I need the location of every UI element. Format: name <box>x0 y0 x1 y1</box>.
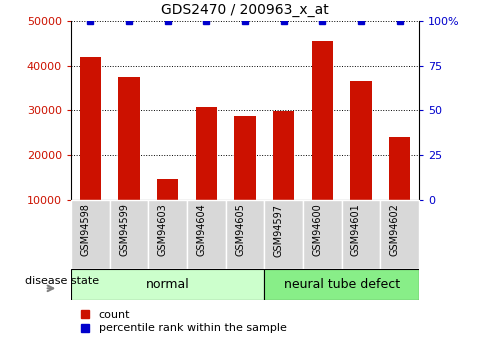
Text: GSM94605: GSM94605 <box>235 204 245 256</box>
Title: GDS2470 / 200963_x_at: GDS2470 / 200963_x_at <box>161 3 329 17</box>
Legend: count, percentile rank within the sample: count, percentile rank within the sample <box>76 306 291 338</box>
Bar <box>71 269 264 300</box>
Text: neural tube defect: neural tube defect <box>284 278 400 291</box>
Bar <box>312 41 333 200</box>
Bar <box>342 200 380 269</box>
Bar <box>157 179 178 200</box>
Text: normal: normal <box>146 278 190 291</box>
Bar <box>350 81 371 200</box>
Text: disease state: disease state <box>25 276 99 286</box>
Bar <box>71 200 110 269</box>
Text: GSM94599: GSM94599 <box>119 204 129 256</box>
Bar <box>226 200 264 269</box>
Bar <box>110 200 148 269</box>
Bar <box>119 77 140 200</box>
Bar <box>187 200 226 269</box>
Text: GSM94603: GSM94603 <box>158 204 168 256</box>
Bar <box>264 200 303 269</box>
Text: GSM94604: GSM94604 <box>196 204 206 256</box>
Bar <box>196 107 217 200</box>
Bar <box>303 200 342 269</box>
Text: GSM94602: GSM94602 <box>390 204 400 256</box>
Bar <box>389 137 410 200</box>
Bar <box>273 111 294 200</box>
Text: GSM94601: GSM94601 <box>351 204 361 256</box>
Bar <box>148 200 187 269</box>
Text: GSM94598: GSM94598 <box>80 204 90 256</box>
Bar <box>80 57 101 200</box>
Text: GSM94597: GSM94597 <box>273 204 284 257</box>
Bar <box>380 200 419 269</box>
Text: GSM94600: GSM94600 <box>312 204 322 256</box>
Bar <box>234 116 256 200</box>
Bar <box>264 269 419 300</box>
